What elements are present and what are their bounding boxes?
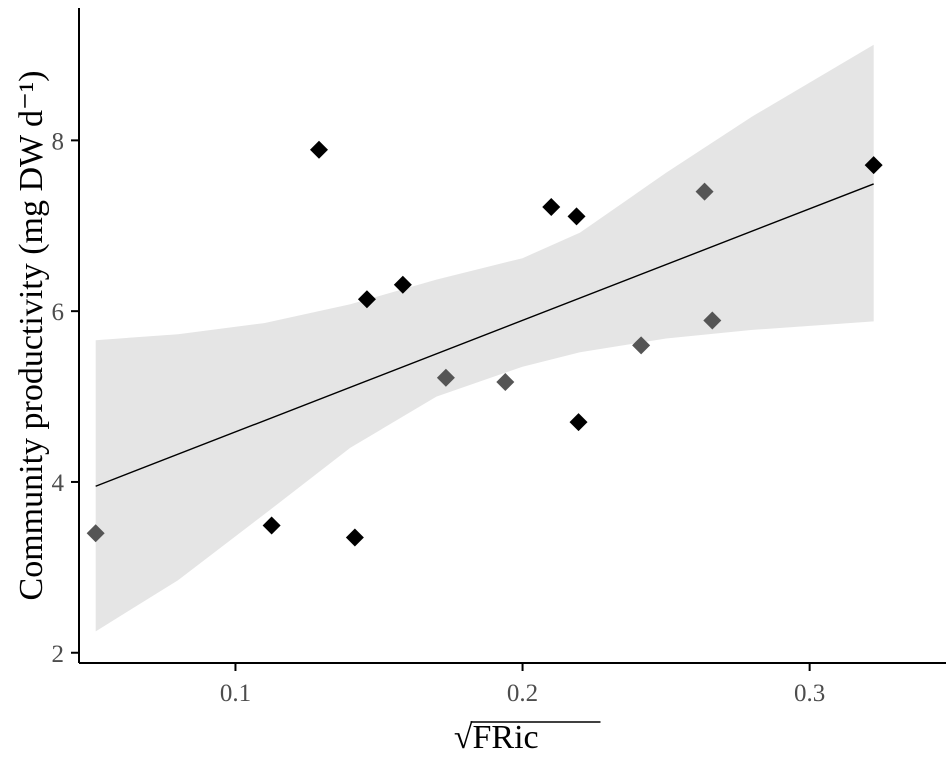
data-point bbox=[632, 336, 651, 355]
x-axis-title-group: √ FRic bbox=[454, 719, 601, 756]
data-point bbox=[86, 524, 105, 543]
data-point bbox=[864, 156, 883, 175]
data-point bbox=[703, 311, 722, 330]
y-axis-title: Community productivity (mg DW d⁻¹) bbox=[13, 71, 50, 601]
y-tick-label: 8 bbox=[52, 128, 65, 155]
confidence-band-layer bbox=[95, 44, 874, 632]
data-point bbox=[569, 413, 588, 432]
x-tick-label: 0.3 bbox=[794, 680, 825, 707]
x-tick-label: 0.1 bbox=[220, 680, 251, 707]
regression-line-layer bbox=[95, 183, 874, 487]
confidence-band bbox=[95, 44, 874, 632]
x-tick-label: 0.2 bbox=[507, 680, 538, 707]
data-point bbox=[345, 528, 364, 547]
data-point bbox=[357, 290, 376, 309]
data-point bbox=[695, 182, 714, 201]
axes bbox=[78, 8, 946, 664]
data-point bbox=[393, 275, 412, 294]
y-tick-label: 6 bbox=[52, 299, 65, 326]
y-axis-title-group: Community productivity (mg DW d⁻¹) bbox=[13, 71, 50, 601]
data-point bbox=[310, 140, 329, 159]
axis-ticks: 0.1 0.2 0.3 2 4 6 8 bbox=[52, 128, 826, 707]
data-point bbox=[436, 368, 455, 387]
y-tick-label: 2 bbox=[52, 641, 65, 668]
data-point bbox=[542, 197, 561, 216]
data-point bbox=[262, 516, 281, 535]
data-point bbox=[567, 207, 586, 226]
data-point bbox=[496, 373, 515, 392]
regression-line bbox=[95, 183, 874, 487]
data-points bbox=[86, 140, 883, 547]
x-axis-title: FRic bbox=[473, 719, 539, 756]
x-axis-title-sqrt-symbol: √ bbox=[454, 719, 473, 756]
y-tick-label: 4 bbox=[52, 470, 65, 497]
